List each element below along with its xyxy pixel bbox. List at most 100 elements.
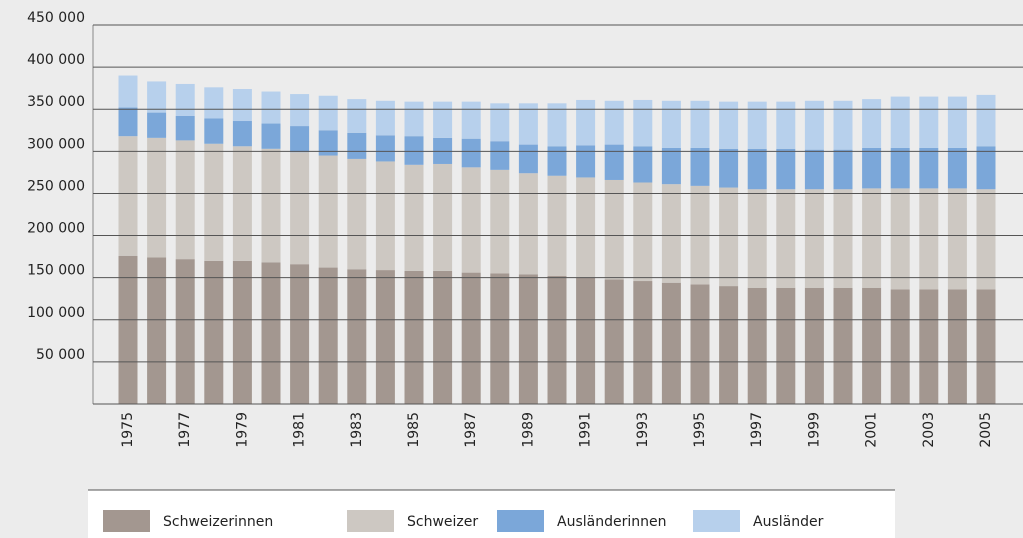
- bar-segment: [804, 287, 824, 404]
- bar-segment: [404, 270, 424, 404]
- bar-segment: [976, 289, 996, 404]
- bar-segment: [919, 147, 939, 189]
- bar-segment: [204, 143, 224, 261]
- bar-segment: [576, 145, 596, 178]
- bar-segment: [633, 99, 653, 147]
- x-tick-label: 1999: [806, 412, 822, 448]
- x-tick-label: 1981: [292, 412, 308, 448]
- bar-segment: [890, 147, 910, 189]
- bar-segment: [375, 135, 395, 162]
- y-tick-label: 400 000: [27, 52, 85, 68]
- bar-segment: [375, 100, 395, 136]
- bar-segment: [833, 189, 853, 288]
- bar-segment: [118, 107, 138, 137]
- bar-segment: [433, 101, 453, 138]
- bar-segment: [661, 184, 681, 283]
- bar-segment: [604, 100, 624, 145]
- bar-segment: [576, 177, 596, 278]
- bar-segment: [719, 148, 739, 188]
- bar-segment: [661, 100, 681, 148]
- bar-segment: [947, 96, 967, 148]
- x-tick-label: 1985: [406, 412, 422, 448]
- y-tick-label: 200 000: [27, 221, 85, 237]
- bar-segment: [776, 287, 796, 404]
- bar-segment: [747, 101, 767, 149]
- bar-segment: [947, 289, 967, 404]
- bar-segment: [461, 167, 481, 273]
- bar-segment: [404, 164, 424, 271]
- bar-segment: [461, 138, 481, 168]
- bar-segment: [175, 259, 195, 404]
- bar-segment: [232, 260, 252, 404]
- bar-segment: [633, 281, 653, 404]
- bar-segment: [833, 100, 853, 150]
- bar-segment: [976, 146, 996, 190]
- bar-segment: [318, 130, 338, 156]
- x-tick-label: 1979: [234, 412, 250, 448]
- legend-label: Ausländer: [753, 514, 824, 530]
- x-tick-label: 1977: [177, 412, 193, 448]
- bar-segment: [404, 136, 424, 165]
- bar-segment: [833, 149, 853, 190]
- bar-segment: [976, 189, 996, 290]
- bar-segment: [261, 148, 281, 263]
- bar-segment: [776, 189, 796, 288]
- bar-segment: [690, 100, 710, 148]
- bar-segment: [490, 103, 510, 142]
- y-tick-label: 450 000: [27, 10, 85, 26]
- bar-segment: [347, 132, 367, 159]
- bar-segment: [490, 273, 510, 404]
- bar-segment: [290, 126, 310, 153]
- bar-segment: [175, 115, 195, 141]
- bar-segment: [490, 141, 510, 170]
- x-tick-label: 1975: [120, 412, 136, 448]
- bar-segment: [175, 140, 195, 260]
- bar-segment: [919, 289, 939, 404]
- legend-box: [88, 490, 895, 538]
- bar-segment: [290, 152, 310, 265]
- x-tick-label: 1989: [520, 412, 536, 448]
- y-tick-label: 350 000: [27, 94, 85, 110]
- bar-segment: [147, 137, 167, 258]
- x-tick-label: 1997: [749, 412, 765, 448]
- bar-segment: [890, 96, 910, 148]
- bar-segment: [661, 282, 681, 404]
- bar-segment: [375, 270, 395, 404]
- bar-segment: [147, 112, 167, 138]
- bar-segment: [261, 262, 281, 404]
- bar-segment: [862, 147, 882, 189]
- bar-segment: [776, 148, 796, 190]
- legend-label: Ausländerinnen: [557, 514, 666, 530]
- bar-segment: [290, 264, 310, 404]
- bar-segment: [261, 91, 281, 124]
- bar-segment: [461, 101, 481, 139]
- bar-segment: [547, 275, 567, 404]
- bar-segment: [547, 146, 567, 176]
- bar-segment: [804, 149, 824, 190]
- bar-segment: [518, 103, 538, 145]
- bar-segment: [862, 287, 882, 404]
- bar-segment: [919, 188, 939, 290]
- legend-swatch: [103, 510, 150, 532]
- bar-segment: [862, 188, 882, 288]
- legend-label: Schweizer: [407, 514, 478, 530]
- bar-segment: [576, 99, 596, 146]
- bar-segment: [118, 255, 138, 404]
- bar-segment: [261, 123, 281, 149]
- bar-segment: [947, 147, 967, 189]
- bar-segment: [318, 155, 338, 268]
- bar-segment: [890, 289, 910, 404]
- legend-swatch: [347, 510, 394, 532]
- bar-segment: [976, 94, 996, 147]
- bar-segment: [490, 169, 510, 274]
- x-tick-label: 1991: [578, 412, 594, 448]
- bar-segment: [604, 144, 624, 180]
- y-tick-label: 150 000: [27, 263, 85, 279]
- bar-segment: [433, 270, 453, 404]
- bar-segment: [633, 182, 653, 282]
- y-tick-label: 300 000: [27, 136, 85, 152]
- bar-segment: [547, 103, 567, 147]
- x-tick-label: 2001: [864, 412, 880, 448]
- bar-segment: [776, 101, 796, 149]
